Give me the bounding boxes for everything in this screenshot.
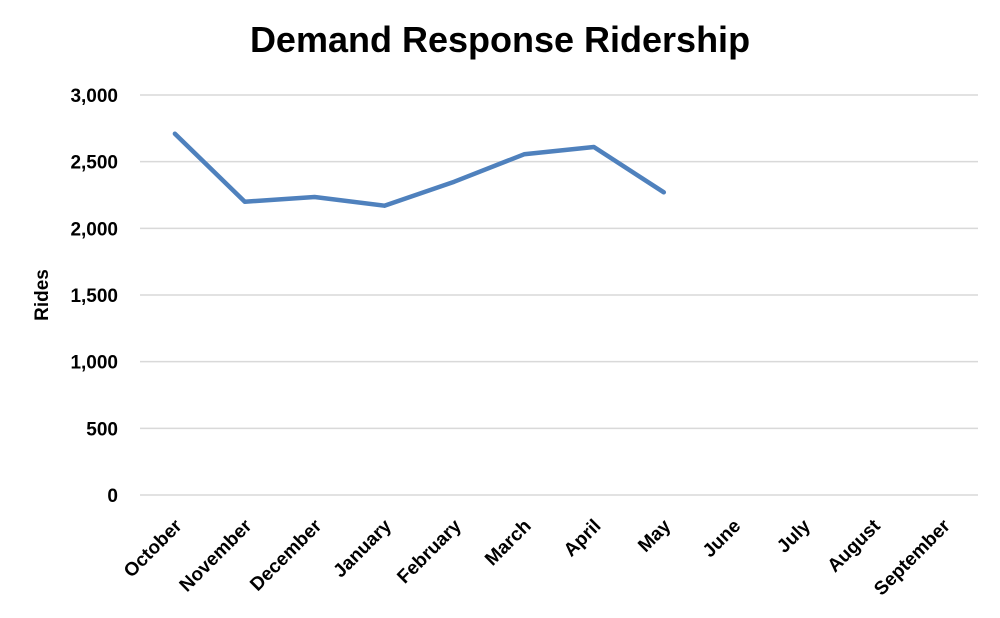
x-tick-label: March <box>481 516 535 570</box>
x-tick-label: August <box>824 515 886 577</box>
y-axis-label: Rides <box>32 269 53 321</box>
x-tick-label: April <box>560 516 605 561</box>
x-tick-label: September <box>870 515 955 600</box>
x-tick-label: January <box>330 515 397 582</box>
y-tick-label: 2,000 <box>70 219 118 240</box>
y-tick-label: 500 <box>86 419 118 440</box>
series-line-0 <box>172 131 667 208</box>
x-tick-label: July <box>773 515 815 557</box>
y-tick-label: 2,500 <box>70 153 118 174</box>
x-tick-label: May <box>634 515 675 556</box>
x-tick-label: October <box>120 515 187 582</box>
y-tick-label: 1,000 <box>70 353 118 374</box>
x-tick-label: June <box>699 516 745 562</box>
x-tick-label: November <box>176 515 257 596</box>
gridlines <box>140 94 978 496</box>
y-tick-label: 0 <box>107 486 118 507</box>
y-axis-ticks: 0 500 1,000 1,500 2,000 2,500 3,000 <box>70 86 118 507</box>
y-tick-label: 3,000 <box>70 86 118 107</box>
y-tick-label: 1,500 <box>70 286 118 307</box>
x-tick-label: February <box>393 515 466 588</box>
chart-title: Demand Response Ridership <box>250 19 750 60</box>
x-tick-label: December <box>246 515 326 595</box>
series-group <box>172 131 667 208</box>
